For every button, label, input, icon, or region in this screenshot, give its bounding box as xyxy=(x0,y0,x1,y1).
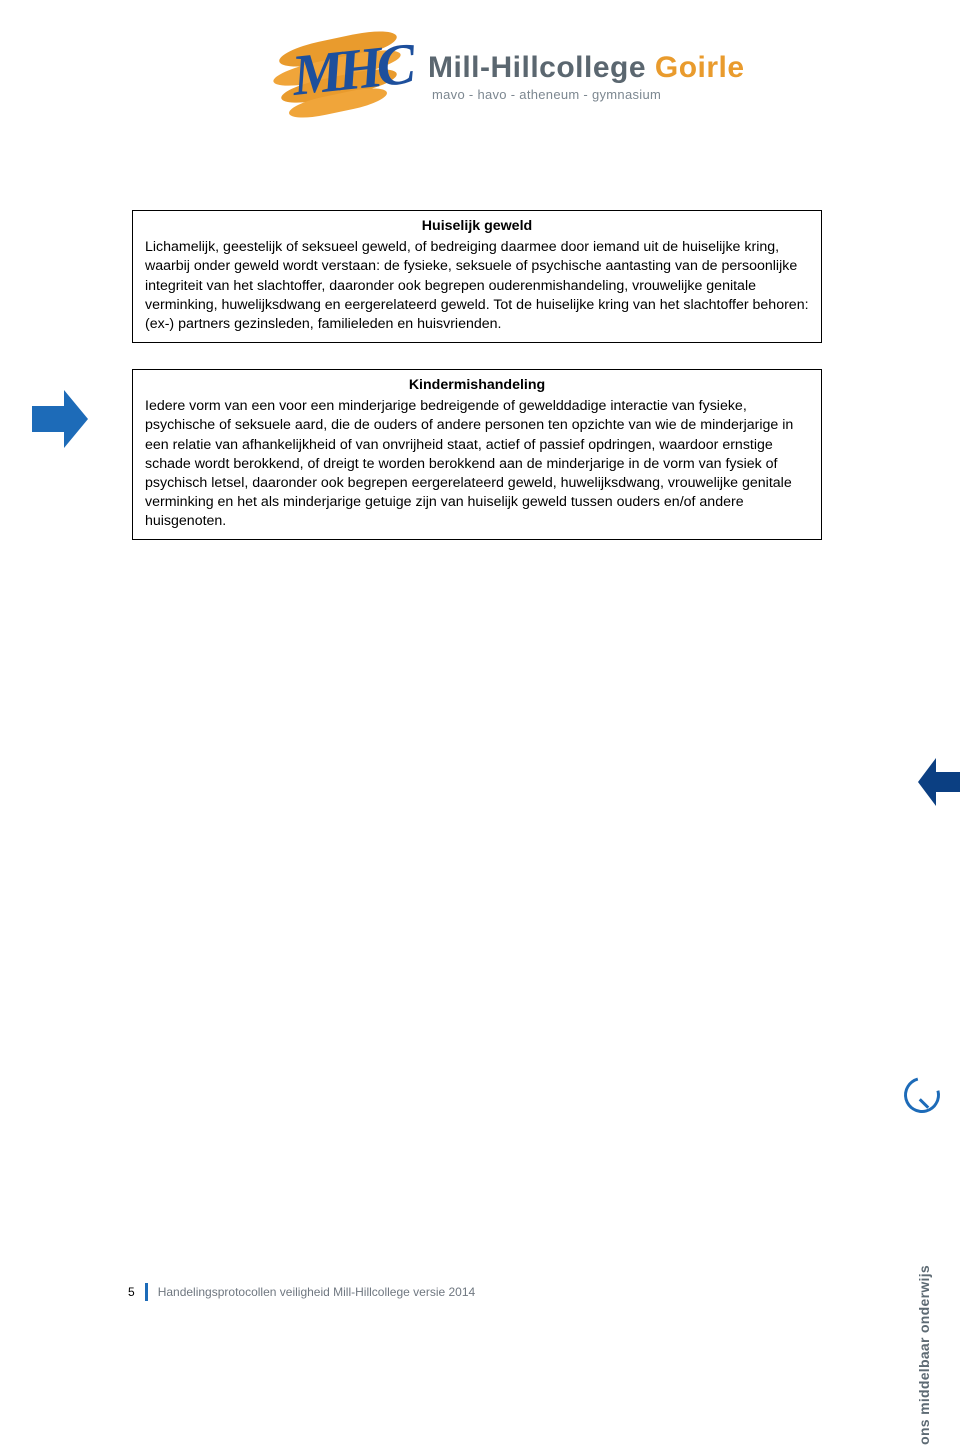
page-number: 5 xyxy=(128,1285,135,1299)
logo-name-city: Goirle xyxy=(646,51,745,84)
box-body: Iedere vorm van een voor een minderjarig… xyxy=(145,397,809,531)
logo-abbrev: MHC xyxy=(289,30,413,109)
omo-badge: ons middelbaar onderwijs xyxy=(908,1081,938,1301)
definition-box-kindermishandeling: Kindermishandeling Iedere vorm van een v… xyxy=(132,369,822,540)
logo-name-main: Mill-Hillcollege xyxy=(428,51,646,84)
box-title: Kindermishandeling xyxy=(145,376,809,395)
definition-box-huiselijk-geweld: Huiselijk geweld Lichamelijk, geestelijk… xyxy=(132,210,822,343)
footer-text: Handelingsprotocollen veiligheid Mill-Hi… xyxy=(158,1285,476,1299)
box-body: Lichamelijk, geestelijk of seksueel gewe… xyxy=(145,238,809,334)
page-footer: 5 Handelingsprotocollen veiligheid Mill-… xyxy=(128,1283,475,1301)
arrow-right-icon xyxy=(30,388,90,455)
logo-brush-mark: MHC xyxy=(270,32,410,122)
logo-subtitle: mavo - havo - atheneum - gymnasium xyxy=(432,88,745,102)
swirl-icon xyxy=(897,1070,946,1119)
omo-label: ons middelbaar onderwijs xyxy=(916,1265,932,1445)
footer-divider xyxy=(145,1283,148,1301)
content-area: Huiselijk geweld Lichamelijk, geestelijk… xyxy=(132,210,822,566)
logo-text-block: Mill-Hillcollege Goirle mavo - havo - at… xyxy=(428,52,745,101)
arrow-left-icon xyxy=(918,756,960,813)
school-logo: MHC Mill-Hillcollege Goirle mavo - havo … xyxy=(270,32,830,127)
box-title: Huiselijk geweld xyxy=(145,217,809,236)
